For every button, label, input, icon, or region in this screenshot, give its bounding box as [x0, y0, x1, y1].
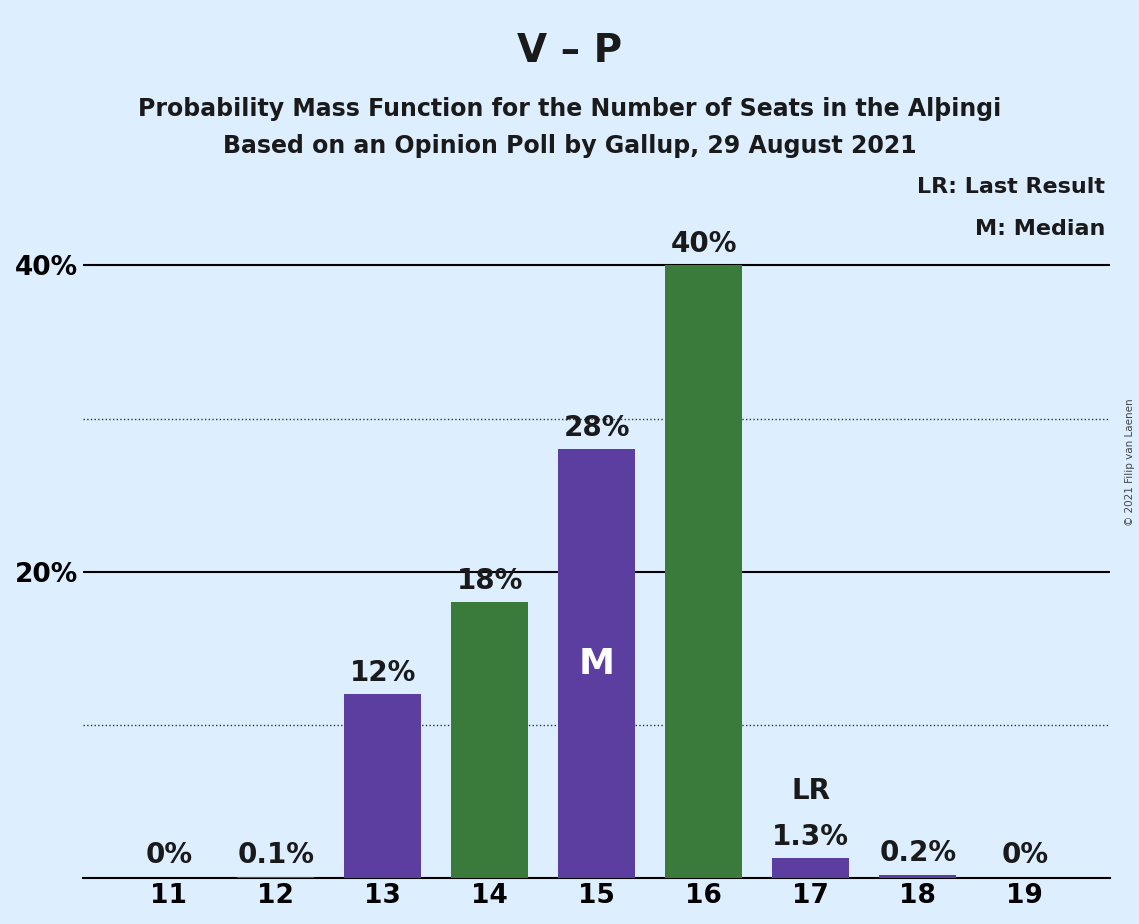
Text: 18%: 18%	[457, 566, 523, 595]
Text: LR: LR	[792, 776, 830, 805]
Text: 1.3%: 1.3%	[772, 822, 850, 851]
Text: 0%: 0%	[145, 841, 192, 869]
Text: M: M	[579, 647, 615, 681]
Text: © 2021 Filip van Laenen: © 2021 Filip van Laenen	[1125, 398, 1134, 526]
Text: 0.2%: 0.2%	[879, 839, 957, 868]
Text: 0%: 0%	[1001, 841, 1048, 869]
Text: 40%: 40%	[671, 230, 737, 258]
Bar	[772, 858, 850, 878]
Bar	[665, 265, 743, 878]
Text: M: Median: M: Median	[975, 220, 1105, 239]
Text: Based on an Opinion Poll by Gallup, 29 August 2021: Based on an Opinion Poll by Gallup, 29 A…	[223, 134, 916, 158]
Text: 28%: 28%	[564, 414, 630, 442]
Text: V – P: V – P	[517, 32, 622, 70]
Bar	[879, 875, 957, 878]
Text: 0.1%: 0.1%	[237, 841, 314, 869]
Bar	[558, 449, 636, 878]
Bar	[344, 694, 421, 878]
Text: Probability Mass Function for the Number of Seats in the Alþingi: Probability Mass Function for the Number…	[138, 97, 1001, 121]
Bar	[237, 877, 314, 878]
Text: 12%: 12%	[350, 659, 416, 687]
Bar	[451, 602, 528, 878]
Text: LR: Last Result: LR: Last Result	[917, 176, 1105, 197]
